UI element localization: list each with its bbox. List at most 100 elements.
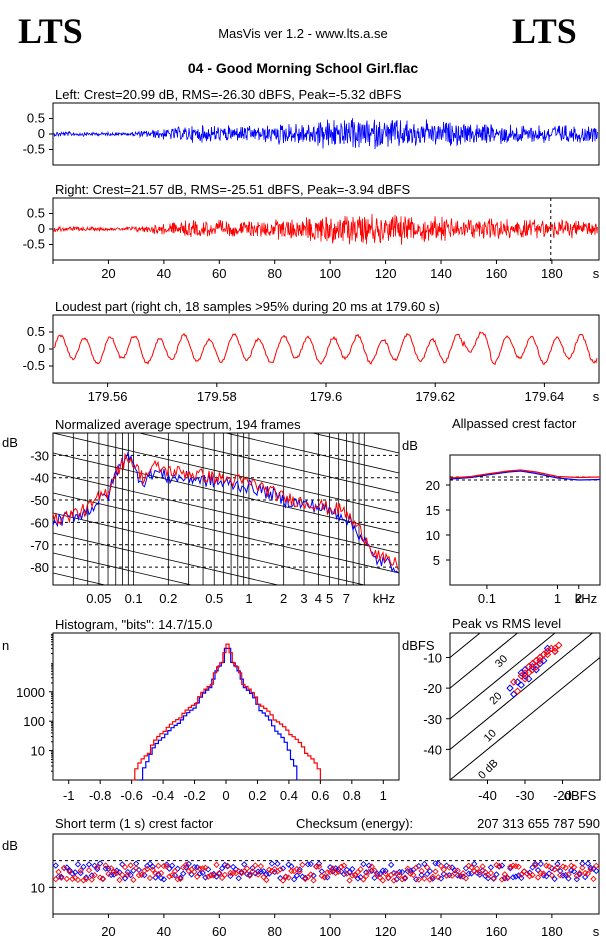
short-term-crest-point-right	[518, 871, 525, 878]
short-term-crest-point-left	[551, 875, 558, 883]
short-term-crest-point-right	[460, 870, 467, 877]
short-term-crest-point-right	[415, 876, 422, 883]
short-term-crest-point-right	[216, 869, 223, 877]
short-term-crest-point-left	[263, 871, 270, 878]
histogram-ylabel: n	[2, 638, 9, 653]
short-term-crest-point-left	[193, 864, 201, 871]
short-term-crest-point-left	[532, 860, 539, 868]
histogram-ytick-label: 10	[31, 744, 45, 759]
short-term-crest-point-left	[393, 876, 400, 883]
short-term-crest-point-right	[116, 876, 123, 884]
short-term-crest-point-left	[230, 863, 237, 871]
short-term-crest-point-left	[202, 874, 209, 881]
short-term-crest-point-right	[421, 875, 428, 882]
short-term-crest-point-right	[396, 872, 403, 879]
short-term-crest-point-left	[296, 866, 303, 873]
short-term-crest-checksum-value: 207 313 655 787 590	[477, 816, 600, 831]
short-term-crest-point-left	[285, 861, 292, 868]
spectrum-ylabel: dB	[2, 435, 18, 450]
loudest-part-xtick-label: 179.62	[415, 389, 455, 404]
peak-vs-rms-ylabel: dBFS	[402, 638, 435, 653]
short-term-crest-xtick-label: 80	[267, 924, 281, 939]
short-term-crest-point-right	[324, 869, 331, 876]
peak-vs-rms-point-left	[506, 684, 514, 692]
peak-vs-rms-ytick-label: -10	[423, 651, 442, 666]
short-term-crest-point-right	[108, 865, 115, 872]
short-term-crest-point-right	[457, 873, 464, 880]
peak-vs-rms-point-left	[517, 681, 525, 689]
short-term-crest-point-left	[584, 860, 592, 867]
spectrum-xtick-label: 0.5	[205, 591, 223, 606]
short-term-crest-xtick-label: 60	[212, 924, 226, 939]
short-term-crest-point-left	[174, 865, 181, 872]
short-term-crest-point-right	[562, 864, 569, 871]
peak-vs-rms-crest-line	[450, 633, 519, 689]
short-term-crest-point-left	[559, 872, 567, 879]
histogram-xtick-label: 1	[380, 788, 387, 803]
peak-vs-rms-ytick-label: -30	[423, 712, 442, 727]
short-term-crest-point-left	[268, 860, 276, 867]
short-term-crest-point-left	[493, 871, 500, 878]
short-term-crest-point-right	[557, 872, 564, 879]
peak-vs-rms-point-left	[510, 690, 518, 698]
allpassed-crest-ytick-label: 10	[426, 528, 440, 543]
short-term-crest-point-left	[271, 868, 278, 876]
right-waveform-trace	[53, 213, 598, 245]
spectrum-xtick-label: 3	[300, 591, 307, 606]
right-waveform-xtick-label: 60	[212, 266, 226, 281]
left-waveform-ytick-label: 0.5	[27, 111, 45, 126]
peak-vs-rms-crest-line	[450, 633, 556, 720]
short-term-crest-point-right	[498, 876, 506, 883]
short-term-crest-point-left	[121, 875, 129, 882]
peak-vs-rms-crest-line	[450, 633, 594, 750]
short-term-crest-point-right	[327, 868, 334, 876]
short-term-crest-point-left	[74, 861, 82, 868]
short-term-crest-point-left	[274, 860, 281, 867]
allpassed-crest-title: Allpassed crest factor	[452, 416, 577, 431]
short-term-crest-point-left	[363, 869, 370, 876]
short-term-crest-xtick-label: 100	[319, 924, 341, 939]
spectrum-slope-line	[53, 532, 280, 585]
short-term-crest-point-left	[196, 870, 204, 877]
short-term-crest-point-right	[354, 868, 362, 876]
short-term-crest-point-right	[318, 872, 325, 879]
peak-vs-rms-point-right	[521, 675, 529, 683]
short-term-crest-point-right	[77, 867, 84, 874]
peak-vs-rms-point-right	[536, 653, 544, 662]
histogram-xtick-label: -0.2	[183, 788, 205, 803]
short-term-crest-point-left	[124, 868, 131, 876]
short-term-crest-point-right	[454, 867, 461, 874]
short-term-crest-point-right	[185, 867, 192, 875]
loudest-part-xtick-label: 179.58	[197, 389, 237, 404]
short-term-crest-point-right	[313, 863, 320, 870]
short-term-crest-point-left	[277, 874, 284, 882]
short-term-crest-point-right	[440, 866, 447, 873]
short-term-crest-point-left	[360, 860, 367, 868]
short-term-crest-point-right	[60, 865, 68, 872]
allpassed-crest-xunit: kHz	[575, 591, 597, 606]
short-term-crest-point-left	[354, 875, 362, 882]
peak-vs-rms-xtick-label: -30	[516, 788, 535, 803]
short-term-crest-point-right	[529, 871, 536, 879]
short-term-crest-point-left	[573, 876, 580, 883]
histogram-frame	[52, 632, 400, 781]
short-term-crest-point-right	[285, 874, 292, 881]
peak-vs-rms-point-right	[528, 666, 537, 674]
short-term-crest-point-right	[171, 868, 179, 875]
peak-vs-rms-crest-line	[450, 657, 600, 780]
short-term-crest-point-right	[393, 870, 400, 877]
short-term-crest-point-left	[465, 870, 472, 877]
spectrum-slope-line	[53, 512, 367, 585]
short-term-crest-point-right	[196, 865, 204, 872]
short-term-crest-point-left	[160, 876, 167, 883]
short-term-crest-point-left	[418, 871, 425, 879]
short-term-crest-point-left	[512, 873, 519, 880]
allpassed-crest-xtick-label: 2	[575, 591, 582, 606]
spectrum-xtick-label: 0.1	[125, 591, 143, 606]
short-term-crest-point-right	[462, 875, 470, 882]
histogram-xtick-label: -0.4	[152, 788, 174, 803]
short-term-crest-point-right	[363, 872, 370, 880]
short-term-crest-point-left	[290, 876, 298, 883]
short-term-crest-point-right	[96, 874, 104, 881]
short-term-crest-point-right	[515, 863, 522, 870]
